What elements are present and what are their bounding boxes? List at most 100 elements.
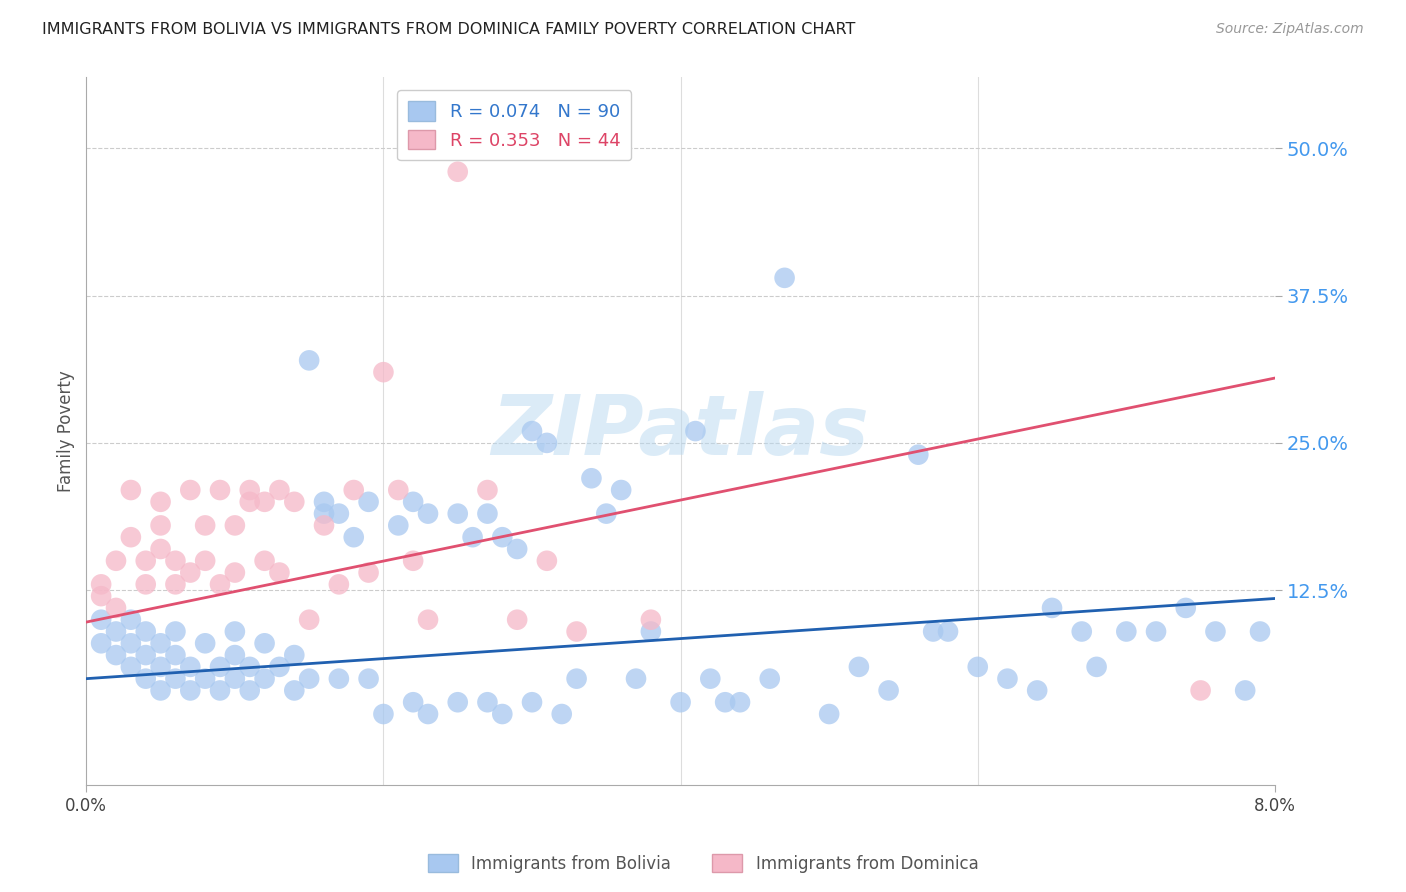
Point [699,672,721,686]
Point [610,483,633,497]
Point [728,695,751,709]
Point [477,483,499,497]
Point [194,518,217,533]
Point [120,636,142,650]
Point [135,624,157,639]
Point [179,483,201,497]
Text: Source: ZipAtlas.com: Source: ZipAtlas.com [1216,22,1364,37]
Point [773,270,796,285]
Point [402,495,425,509]
Point [283,495,305,509]
Point [253,495,276,509]
Point [907,448,929,462]
Point [416,706,439,721]
Point [283,683,305,698]
Point [477,695,499,709]
Point [416,613,439,627]
Point [298,353,321,368]
Point [447,695,470,709]
Point [1174,601,1197,615]
Point [298,613,321,627]
Point [224,566,246,580]
Point [328,577,350,591]
Point [1204,624,1226,639]
Point [269,660,291,674]
Point [491,706,513,721]
Point [194,672,217,686]
Point [966,660,988,674]
Point [373,365,395,379]
Point [1189,683,1212,698]
Point [640,613,662,627]
Point [269,566,291,580]
Point [387,483,409,497]
Point [818,706,841,721]
Point [1070,624,1092,639]
Point [328,507,350,521]
Point [224,648,246,662]
Point [536,436,558,450]
Text: ZIPatlas: ZIPatlas [492,391,869,472]
Point [461,530,484,544]
Point [120,613,142,627]
Point [208,483,231,497]
Point [149,683,172,698]
Point [194,636,217,650]
Point [208,577,231,591]
Point [595,507,617,521]
Point [1026,683,1049,698]
Point [758,672,780,686]
Point [565,672,588,686]
Point [90,589,112,603]
Point [105,601,128,615]
Point [640,624,662,639]
Point [149,636,172,650]
Point [239,495,262,509]
Point [685,424,707,438]
Point [447,507,470,521]
Point [402,695,425,709]
Point [165,577,187,591]
Point [402,554,425,568]
Legend: R = 0.074   N = 90, R = 0.353   N = 44: R = 0.074 N = 90, R = 0.353 N = 44 [398,90,631,161]
Point [239,660,262,674]
Point [120,530,142,544]
Point [165,648,187,662]
Point [149,541,172,556]
Y-axis label: Family Poverty: Family Poverty [58,370,75,492]
Point [194,554,217,568]
Point [224,624,246,639]
Point [239,483,262,497]
Point [1040,601,1063,615]
Point [298,672,321,686]
Point [357,672,380,686]
Point [1144,624,1167,639]
Point [105,648,128,662]
Point [328,672,350,686]
Point [105,554,128,568]
Point [253,554,276,568]
Point [135,648,157,662]
Point [149,518,172,533]
Point [447,165,470,179]
Point [922,624,945,639]
Point [135,554,157,568]
Legend: Immigrants from Bolivia, Immigrants from Dominica: Immigrants from Bolivia, Immigrants from… [420,847,986,880]
Point [120,483,142,497]
Point [506,613,529,627]
Point [135,672,157,686]
Point [149,660,172,674]
Point [343,483,366,497]
Point [877,683,900,698]
Point [551,706,574,721]
Point [208,660,231,674]
Point [179,660,201,674]
Point [387,518,409,533]
Point [416,507,439,521]
Point [714,695,737,709]
Point [105,624,128,639]
Point [1115,624,1137,639]
Point [90,577,112,591]
Point [90,636,112,650]
Point [224,518,246,533]
